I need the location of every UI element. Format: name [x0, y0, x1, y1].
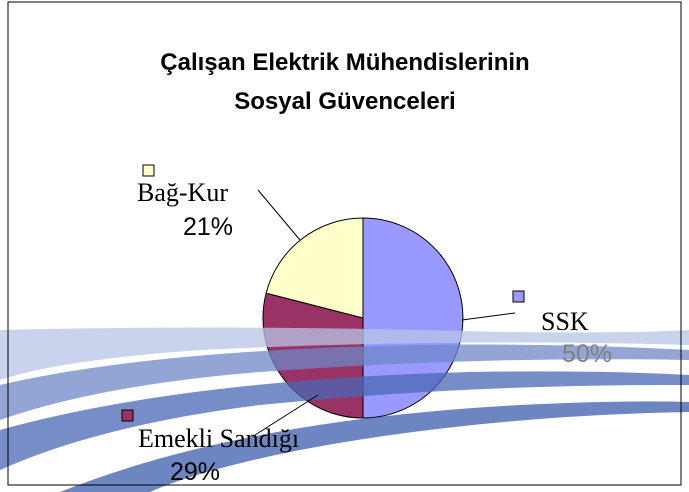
- chart: Çalışan Elektrik Mühendislerinin Sosyal …: [0, 0, 689, 492]
- slice-label: Emekli Sandığı: [138, 424, 299, 453]
- legend-swatch: [513, 291, 524, 302]
- chart-title: Sosyal Güvenceleri: [234, 88, 455, 115]
- chart-title: Çalışan Elektrik Mühendislerinin: [160, 49, 529, 76]
- value-label: 21%: [183, 213, 233, 241]
- legend-swatch: [122, 410, 133, 421]
- legend-swatch: [143, 165, 154, 176]
- value-label: 50%: [562, 340, 612, 368]
- value-label: 29%: [170, 458, 220, 486]
- slice-label: SSK: [541, 307, 589, 336]
- slice-label: Bağ-Kur: [137, 178, 228, 207]
